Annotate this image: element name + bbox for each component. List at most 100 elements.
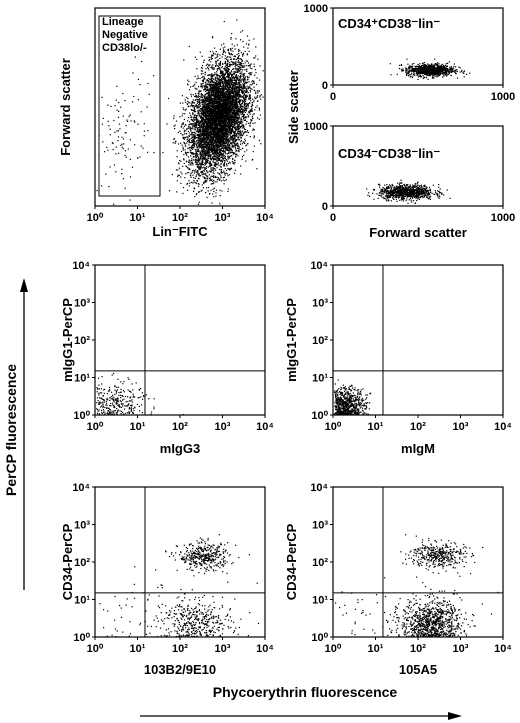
data-point (229, 86, 231, 88)
data-point (229, 108, 231, 110)
data-point (216, 167, 218, 169)
data-point (174, 141, 177, 143)
data-point (209, 95, 211, 97)
data-point (210, 159, 212, 161)
data-point (222, 90, 224, 92)
data-point (212, 188, 214, 190)
data-point (242, 83, 244, 85)
data-point (232, 64, 234, 66)
data-point (200, 161, 202, 163)
data-point (212, 167, 214, 169)
data-point (242, 52, 245, 54)
data-point (227, 85, 229, 88)
data-point (254, 109, 256, 111)
data-point (225, 159, 227, 161)
data-point (205, 101, 207, 103)
data-point (242, 141, 244, 143)
data-point (201, 106, 204, 108)
data-point (219, 82, 221, 84)
data-point (215, 148, 218, 150)
data-point (231, 106, 233, 108)
data-point (203, 77, 205, 79)
data-point (225, 89, 227, 91)
data-point (217, 113, 219, 115)
data-point (221, 79, 223, 81)
data-point (198, 178, 200, 180)
data-point (225, 148, 227, 150)
data-point (239, 79, 241, 81)
data-point (235, 101, 238, 104)
data-point (201, 150, 203, 152)
data-point (193, 105, 195, 107)
data-point (229, 71, 231, 74)
data-point (227, 153, 229, 155)
data-point (231, 107, 233, 110)
data-point (227, 137, 229, 139)
data-point (225, 86, 227, 88)
data-point (210, 183, 212, 185)
data-point (246, 87, 248, 89)
data-point (220, 131, 222, 133)
data-point (214, 72, 216, 74)
data-point (198, 104, 200, 106)
data-point (241, 116, 243, 118)
data-point (204, 122, 206, 124)
data-point (243, 127, 245, 129)
data-point (202, 137, 204, 139)
data-point (191, 146, 193, 148)
data-point (208, 114, 210, 116)
data-point (217, 145, 219, 147)
data-point (216, 89, 218, 91)
data-point (202, 123, 204, 125)
data-point (204, 105, 206, 107)
data-point (214, 82, 216, 84)
data-point (196, 142, 199, 144)
data-point (200, 95, 202, 97)
data-point (252, 114, 254, 116)
data-point (175, 169, 177, 171)
data-point (199, 169, 201, 171)
data-point (209, 161, 211, 163)
data-point (198, 185, 200, 187)
data-point (207, 175, 209, 177)
data-point (227, 56, 229, 58)
data-point (187, 100, 189, 103)
data-point (246, 121, 248, 123)
data-point (233, 117, 235, 119)
data-point (189, 126, 191, 128)
data-point (223, 116, 225, 118)
data-point (178, 167, 181, 169)
data-point (231, 151, 233, 153)
data-point (240, 63, 242, 65)
data-point (253, 86, 255, 88)
data-point (216, 131, 218, 134)
data-point (221, 190, 223, 192)
data-point (173, 115, 175, 117)
data-point (186, 128, 188, 130)
data-point (219, 203, 221, 205)
data-point (193, 177, 195, 179)
data-point (182, 187, 185, 189)
data-point (211, 66, 213, 69)
data-point (216, 151, 218, 154)
data-point (225, 114, 227, 116)
data-point (202, 150, 204, 152)
data-point (227, 50, 229, 52)
data-point (242, 85, 244, 87)
data-point (224, 173, 226, 175)
data-point (238, 126, 240, 128)
data-point (231, 155, 233, 157)
data-point (195, 137, 197, 139)
data-point (249, 136, 251, 138)
data-point (208, 81, 210, 83)
data-point (259, 96, 261, 98)
data-point (209, 83, 211, 85)
data-point (232, 85, 235, 87)
data-point (246, 149, 248, 151)
data-point (227, 117, 230, 119)
data-point (230, 53, 232, 55)
data-point (209, 50, 211, 53)
data-point (204, 130, 206, 132)
data-point (219, 173, 221, 175)
data-point (245, 81, 247, 83)
